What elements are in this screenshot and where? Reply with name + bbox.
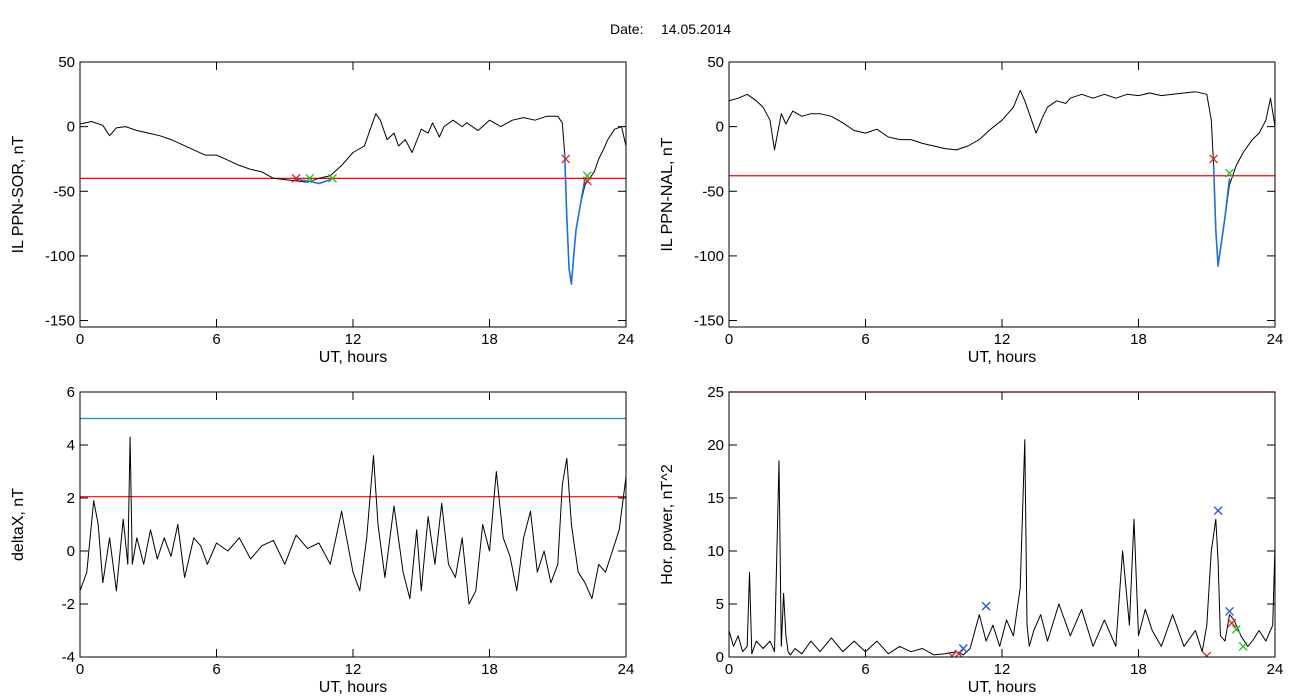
highlight-segment	[563, 152, 586, 285]
x-tick-label: 0	[76, 331, 84, 348]
y-tick-label: 4	[67, 437, 75, 454]
plot-area	[729, 89, 1275, 267]
x-marker	[328, 173, 337, 183]
x-tick-label: 0	[725, 661, 733, 678]
x-axis-label: UT, hours	[968, 349, 1036, 366]
x-marker	[1227, 618, 1237, 628]
y-axis-label: Hor. power, nT^2	[659, 464, 676, 585]
y-tick-label: 2	[67, 490, 75, 507]
y-tick-label: 20	[707, 437, 724, 454]
y-tick-label: -50	[702, 183, 724, 200]
chart-panel-hor-power: 0 6 12 18 24 0 5 10 15 20 25 UT, hours Hor. power, n…	[659, 384, 1283, 696]
x-tick-label: 12	[345, 331, 362, 348]
plot-frame	[79, 391, 627, 658]
y-tick-label: 6	[67, 384, 75, 401]
x-axis-label: UT, hours	[319, 679, 387, 696]
x-tick-label: 6	[861, 661, 869, 678]
y-tick-label: 0	[716, 119, 724, 136]
y-tick-label: -100	[45, 248, 75, 265]
x-marker	[561, 154, 571, 164]
x-marker	[981, 601, 991, 611]
x-marker	[947, 651, 957, 657]
y-tick-label: -150	[45, 313, 75, 330]
y-tick-label: 10	[707, 543, 724, 560]
y-tick-label: 0	[716, 649, 724, 666]
x-tick-label: 6	[212, 661, 220, 678]
x-marker	[1213, 506, 1223, 516]
chart-panel-il-ppn-sor: 0 6 12 18 24 50 0 -50 -100 -150 UT, hours IL PPN-SO…	[10, 54, 634, 366]
x-marker	[1202, 651, 1212, 657]
x-tick-label: 12	[994, 661, 1011, 678]
x-marker	[1231, 624, 1241, 634]
plot-area	[80, 436, 626, 605]
data-series-line	[729, 439, 1275, 656]
y-tick-label: 15	[707, 490, 724, 507]
y-tick-label: -2	[62, 596, 75, 613]
y-axis-label: IL PPN-NAL, nT	[659, 137, 676, 251]
y-tick-label: -150	[694, 313, 724, 330]
x-marker	[1209, 154, 1219, 164]
date-label: Date:	[610, 21, 643, 37]
y-tick-label: 25	[707, 384, 724, 401]
y-axis-label: deltaX, nT	[10, 488, 27, 561]
date-value: 14.05.2014	[661, 21, 731, 37]
data-series-line	[80, 436, 626, 605]
y-tick-label: 50	[707, 54, 724, 71]
x-tick-label: 0	[725, 331, 733, 348]
x-marker	[1238, 641, 1248, 651]
data-series-line	[80, 113, 626, 285]
x-marker	[305, 173, 315, 183]
data-series-line	[729, 89, 1275, 267]
y-tick-label: 5	[716, 596, 724, 613]
highlight-segment	[1212, 165, 1231, 267]
y-tick-label: 0	[67, 543, 75, 560]
y-tick-label: -4	[62, 649, 75, 666]
plot-area	[729, 439, 1275, 657]
x-tick-label: 12	[994, 331, 1011, 348]
x-tick-label: 24	[618, 661, 635, 678]
x-tick-label: 6	[212, 331, 220, 348]
chart-panel-deltax: 0 6 12 18 24 6 4 2 0 -2 -4 UT, hours deltaX, nT	[10, 384, 634, 696]
chart-panel-il-ppn-nal: 0 6 12 18 24 50 0 -50 -100 -150 UT, hours IL PPN-NA…	[659, 54, 1283, 366]
plot-frame	[728, 61, 1276, 328]
y-tick-label: 50	[58, 54, 75, 71]
plot-area	[80, 113, 626, 285]
x-axis-label: UT, hours	[319, 349, 387, 366]
x-tick-label: 18	[481, 331, 498, 348]
x-marker	[582, 176, 592, 186]
x-marker	[958, 644, 968, 653]
x-tick-label: 18	[1130, 331, 1147, 348]
x-marker	[1225, 168, 1234, 178]
figure-header: Date: 14.05.2014	[610, 21, 731, 37]
x-marker	[1225, 606, 1234, 616]
y-tick-label: 0	[67, 119, 75, 136]
x-tick-label: 24	[618, 331, 635, 348]
x-tick-label: 18	[1130, 661, 1147, 678]
x-tick-label: 12	[345, 661, 362, 678]
y-tick-label: -50	[53, 183, 75, 200]
y-tick-label: -100	[694, 248, 724, 265]
x-axis-label: UT, hours	[968, 679, 1036, 696]
x-tick-label: 6	[861, 331, 869, 348]
x-marker	[291, 173, 301, 183]
x-tick-label: 24	[1267, 661, 1284, 678]
x-tick-label: 0	[76, 661, 84, 678]
y-axis-label: IL PPN-SOR, nT	[10, 135, 27, 253]
plot-frame	[79, 61, 627, 328]
plot-frame	[728, 391, 1276, 658]
x-tick-label: 24	[1267, 331, 1284, 348]
x-tick-label: 18	[481, 661, 498, 678]
